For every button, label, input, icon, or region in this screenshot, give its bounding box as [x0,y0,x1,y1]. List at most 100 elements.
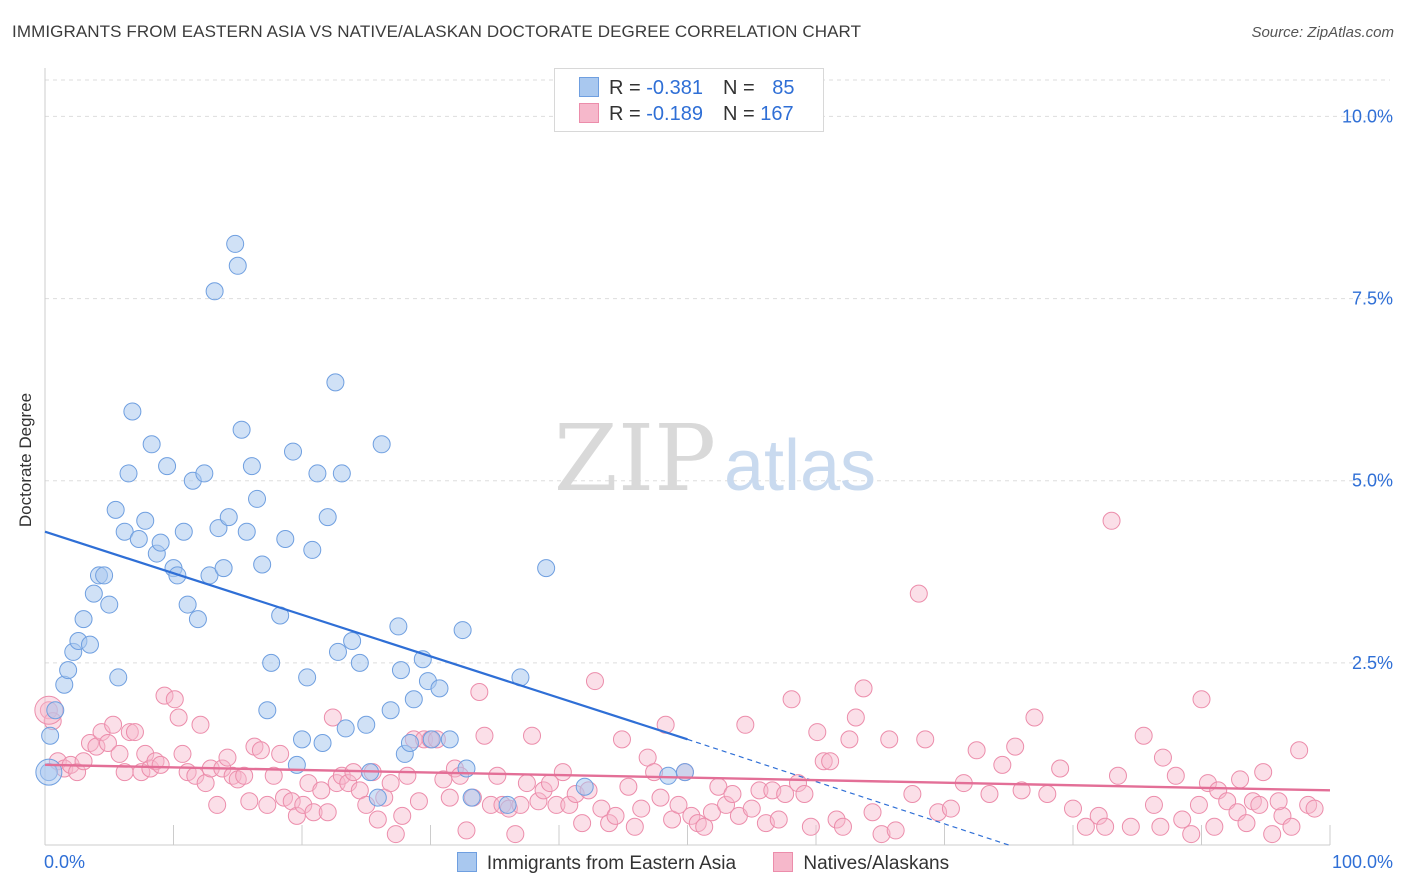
trend-line-immigrants-extrapolated [687,738,1009,846]
point-natives-alaskans [258,795,277,814]
immigrants-eastern-asia-points [35,234,694,814]
point-natives-alaskans [1089,806,1108,825]
point-immigrants-eastern-asia [368,788,387,807]
point-natives-alaskans [271,744,290,763]
point-natives-alaskans [863,803,882,822]
point-natives-alaskans [600,814,619,833]
point-immigrants-eastern-asia [659,766,678,785]
point-immigrants-eastern-asia [188,610,207,629]
legend-n-label: N = [722,77,761,99]
point-immigrants-eastern-asia [158,457,177,476]
point-natives-alaskans [440,788,459,807]
point-natives-alaskans [1173,810,1192,829]
point-natives-alaskans [795,785,814,803]
point-natives-alaskans [736,715,755,734]
point-natives-alaskans [776,785,795,803]
point-immigrants-eastern-asia [228,256,247,275]
legend-row-natives: R = -0.189 N = 167 [579,103,794,125]
point-natives-alaskans [695,817,714,836]
point-immigrants-eastern-asia [35,758,63,786]
point-natives-alaskans [833,817,852,836]
point-natives-alaskans [592,799,611,818]
point-natives-alaskans [1282,817,1301,836]
point-natives-alaskans [208,795,227,814]
point-immigrants-eastern-asia [80,635,99,654]
legend-swatch-pink [579,103,599,123]
point-immigrants-eastern-asia [318,508,337,527]
point-natives-alaskans [125,723,144,742]
point-natives-alaskans [304,803,323,822]
point-natives-alaskans [821,752,840,771]
point-natives-alaskans [534,781,553,800]
point-immigrants-eastern-asia [293,730,311,749]
point-natives-alaskans [723,785,742,803]
point-immigrants-eastern-asia [214,559,233,578]
point-natives-alaskans [169,708,188,727]
legend-swatch-pink [773,852,794,872]
legend-n-value: 167 [760,103,794,125]
point-natives-alaskans [191,715,210,734]
point-immigrants-eastern-asia [232,420,251,439]
point-natives-alaskans [941,799,960,818]
point-natives-alaskans [136,744,155,763]
point-natives-alaskans [1237,814,1256,833]
point-natives-alaskans [393,806,412,825]
point-natives-alaskans [625,817,644,836]
point-natives-alaskans [235,766,254,785]
point-natives-alaskans [146,752,165,771]
point-immigrants-eastern-asia [276,530,295,548]
point-natives-alaskans [240,792,259,811]
point-immigrants-eastern-asia [400,734,419,752]
point-natives-alaskans [840,730,859,749]
point-natives-alaskans [1076,817,1095,836]
point-immigrants-eastern-asia [109,668,128,687]
point-natives-alaskans [1250,795,1269,814]
trend-line-immigrants [44,530,688,741]
y-tick-labels: 2.5% 5.0% 7.5% 10.0% [1342,106,1393,672]
point-immigrants-eastern-asia [453,621,472,640]
point-natives-alaskans [903,785,922,803]
chart-axes [44,68,1331,846]
point-immigrants-eastern-asia [357,715,376,734]
point-natives-alaskans [993,755,1012,774]
point-immigrants-eastern-asia [298,668,317,687]
point-natives-alaskans [854,679,873,698]
legend-item-immigrants: Immigrants from Eastern Asia [456,852,736,875]
point-natives-alaskans [808,723,827,742]
point-immigrants-eastern-asia [303,540,322,559]
point-natives-alaskans [294,795,313,814]
point-natives-alaskans [457,821,476,840]
watermark-zip: ZIP [554,405,716,512]
point-natives-alaskans [553,763,572,782]
point-natives-alaskans [916,730,935,749]
point-natives-alaskans [68,763,87,782]
point-immigrants-eastern-asia [391,661,410,680]
point-immigrants-eastern-asia [95,566,114,585]
point-natives-alaskans [104,715,123,734]
point-immigrants-eastern-asia [174,522,193,541]
point-immigrants-eastern-asia [308,464,327,483]
y-tick-label: 10.0% [1342,106,1393,126]
point-natives-alaskans [218,748,237,767]
point-immigrants-eastern-asia [248,489,267,508]
point-immigrants-eastern-asia [106,500,125,519]
point-immigrants-eastern-asia [284,442,303,461]
point-natives-alaskans [1263,825,1282,844]
legend-item-natives: Natives/Alaskans [773,852,949,875]
point-natives-alaskans [1064,799,1082,818]
point-natives-alaskans [1012,781,1031,800]
point-natives-alaskans [87,737,106,756]
legend-n-value: 85 [772,77,795,99]
point-natives-alaskans [488,766,507,785]
point-natives-alaskans [967,741,986,760]
watermark: ZIP atlas [554,405,876,512]
point-natives-alaskans [155,686,174,705]
point-natives-alaskans [1108,766,1127,785]
point-immigrants-eastern-asia [136,511,155,530]
point-immigrants-eastern-asia [343,632,362,650]
point-natives-alaskans [801,817,820,836]
point-natives-alaskans [573,814,592,833]
point-natives-alaskans [1134,726,1153,745]
legend-swatch-blue [579,77,599,97]
